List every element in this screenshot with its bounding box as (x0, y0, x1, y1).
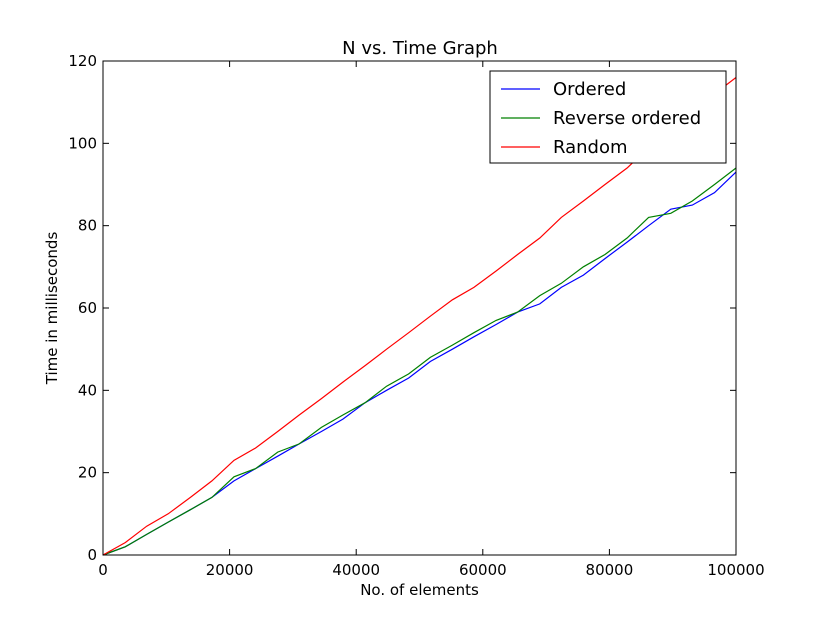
x-tick-label: 80000 (586, 561, 634, 579)
plot-frame (102, 60, 737, 556)
y-axis-label: Time in milliseconds (43, 232, 61, 386)
series-layer (102, 77, 737, 556)
y-tick-label: 80 (78, 217, 97, 235)
series-line-3 (102, 77, 737, 556)
x-tick-label: 40000 (332, 561, 380, 579)
x-tick-label: 20000 (206, 561, 254, 579)
legend: Ordered Reverse ordered Random (489, 70, 727, 164)
x-axis-label: No. of elements (360, 581, 479, 599)
y-tick-label: 20 (78, 464, 97, 482)
x-tick-label: 0 (98, 561, 108, 579)
y-tick-label: 100 (68, 134, 97, 152)
x-tick-label: 100000 (707, 561, 764, 579)
series-line-2 (102, 167, 737, 556)
legend-box (489, 70, 727, 164)
y-tick-label: 40 (78, 381, 97, 399)
y-tick-label: 120 (68, 52, 97, 70)
legend-label-2: Reverse ordered (553, 108, 701, 129)
x-tick-label: 60000 (459, 561, 507, 579)
chart-title: N vs. Time Graph (342, 38, 498, 59)
series-line-1 (102, 171, 737, 556)
legend-label-1: Ordered (553, 79, 626, 100)
y-tick-label: 0 (87, 546, 97, 564)
legend-label-3: Random (553, 137, 628, 158)
ticks-layer: 0 20000 40000 60000 80000 100000 0 20 40 60 80 100 1… (68, 52, 764, 579)
y-tick-label: 60 (78, 299, 97, 317)
